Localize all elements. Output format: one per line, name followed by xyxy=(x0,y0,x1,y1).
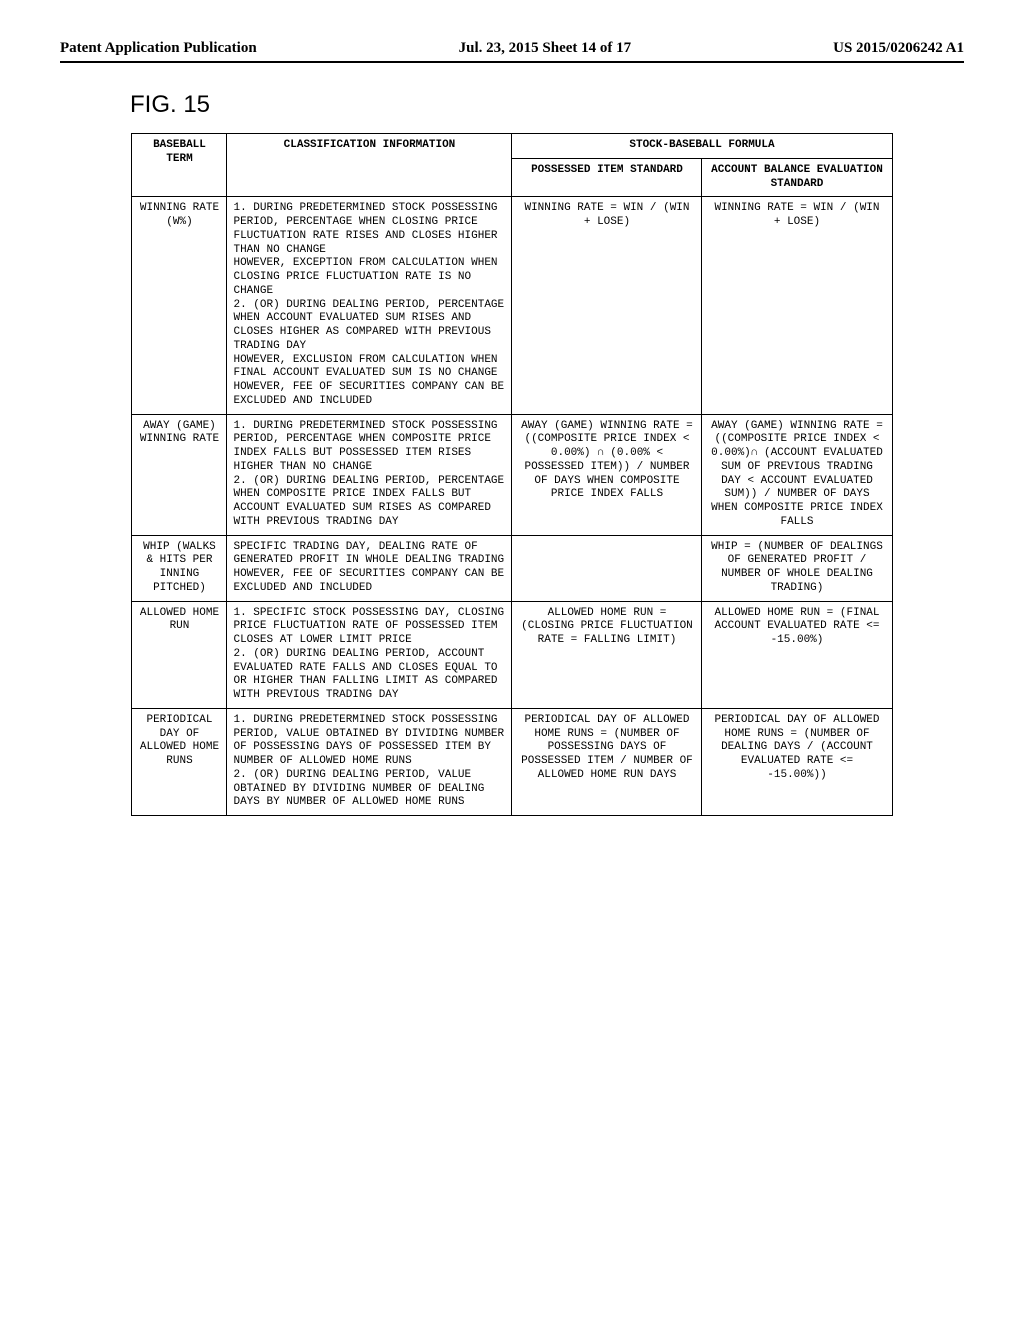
patent-table: BASEBALL TERM CLASSIFICATION INFORMATION… xyxy=(131,133,892,816)
cell-possessed: AWAY (GAME) WINNING RATE = ((COMPOSITE P… xyxy=(512,414,702,535)
cell-classification: 1. SPECIFIC STOCK POSSESSING DAY, CLOSIN… xyxy=(227,601,512,708)
cell-possessed xyxy=(512,535,702,601)
th-term: BASEBALL TERM xyxy=(132,134,227,197)
cell-account: PERIODICAL DAY OF ALLOWED HOME RUNS = (N… xyxy=(702,708,892,815)
cell-term: AWAY (GAME) WINNING RATE xyxy=(132,414,227,535)
cell-term: ALLOWED HOME RUN xyxy=(132,601,227,708)
page-header: Patent Application Publication Jul. 23, … xyxy=(60,40,964,57)
cell-term: WINNING RATE (W%) xyxy=(132,197,227,414)
cell-term: PERIODICAL DAY OF ALLOWED HOME RUNS xyxy=(132,708,227,815)
table-row: AWAY (GAME) WINNING RATE 1. DURING PREDE… xyxy=(132,414,892,535)
cell-possessed: WINNING RATE = WIN / (WIN + LOSE) xyxy=(512,197,702,414)
table-row: WINNING RATE (W%) 1. DURING PREDETERMINE… xyxy=(132,197,892,414)
cell-account: AWAY (GAME) WINNING RATE = ((COMPOSITE P… xyxy=(702,414,892,535)
table-row: ALLOWED HOME RUN 1. SPECIFIC STOCK POSSE… xyxy=(132,601,892,708)
header-left: Patent Application Publication xyxy=(60,40,257,57)
figure-label: FIG. 15 xyxy=(130,91,964,119)
cell-account: WHIP = (NUMBER OF DEALINGS OF GENERATED … xyxy=(702,535,892,601)
cell-term: WHIP (WALKS & HITS PER INNING PITCHED) xyxy=(132,535,227,601)
table-row: PERIODICAL DAY OF ALLOWED HOME RUNS 1. D… xyxy=(132,708,892,815)
header-rule xyxy=(60,61,964,63)
table-row: WHIP (WALKS & HITS PER INNING PITCHED) S… xyxy=(132,535,892,601)
th-classification: CLASSIFICATION INFORMATION xyxy=(227,134,512,197)
header-right: US 2015/0206242 A1 xyxy=(833,40,964,57)
cell-classification: SPECIFIC TRADING DAY, DEALING RATE OF GE… xyxy=(227,535,512,601)
cell-possessed: PERIODICAL DAY OF ALLOWED HOME RUNS = (N… xyxy=(512,708,702,815)
th-formula-group: STOCK-BASEBALL FORMULA xyxy=(512,134,892,159)
cell-account: WINNING RATE = WIN / (WIN + LOSE) xyxy=(702,197,892,414)
th-possessed: POSSESSED ITEM STANDARD xyxy=(512,158,702,197)
cell-classification: 1. DURING PREDETERMINED STOCK POSSESSING… xyxy=(227,197,512,414)
cell-classification: 1. DURING PREDETERMINED STOCK POSSESSING… xyxy=(227,708,512,815)
cell-classification: 1. DURING PREDETERMINED STOCK POSSESSING… xyxy=(227,414,512,535)
header-center: Jul. 23, 2015 Sheet 14 of 17 xyxy=(459,40,632,57)
cell-possessed: ALLOWED HOME RUN = (CLOSING PRICE FLUCTU… xyxy=(512,601,702,708)
th-account: ACCOUNT BALANCE EVALUATION STANDARD xyxy=(702,158,892,197)
cell-account: ALLOWED HOME RUN = (FINAL ACCOUNT EVALUA… xyxy=(702,601,892,708)
